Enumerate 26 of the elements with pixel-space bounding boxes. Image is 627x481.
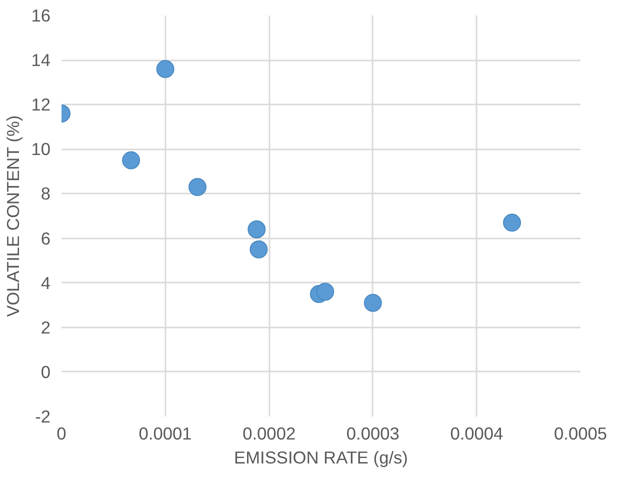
x-tick-label: 0.0005 (554, 424, 607, 444)
y-tick-label: 12 (31, 94, 51, 115)
y-tick-label: 6 (40, 228, 51, 248)
y-tick-label: 2 (40, 317, 51, 338)
point (248, 220, 266, 238)
point (156, 60, 174, 78)
y-tick-label: 16 (31, 6, 51, 26)
x-tick-label: 0.0003 (346, 424, 400, 444)
y-tick-label: -2 (35, 406, 51, 426)
y-tick-label: 8 (40, 184, 51, 204)
point (364, 294, 382, 312)
x-tick-label: 0.0002 (242, 424, 296, 444)
point (250, 240, 268, 258)
x-tick-label: 0.0001 (138, 424, 192, 444)
point (188, 178, 206, 196)
point (502, 214, 521, 232)
y-tick-label: 14 (31, 50, 51, 70)
y-axis-title: VOLATILE CONTENT (%) (3, 115, 24, 317)
point (122, 151, 140, 170)
x-tick-label: 0 (56, 424, 66, 444)
y-tick-label: 0 (40, 362, 51, 382)
x-tick-label: 0.0004 (450, 424, 504, 444)
x-axis-title: EMISSION RATE (g/s) (234, 448, 408, 468)
y-tick-label: 4 (40, 272, 51, 293)
point (316, 282, 334, 301)
y-tick-label: 10 (31, 139, 51, 160)
